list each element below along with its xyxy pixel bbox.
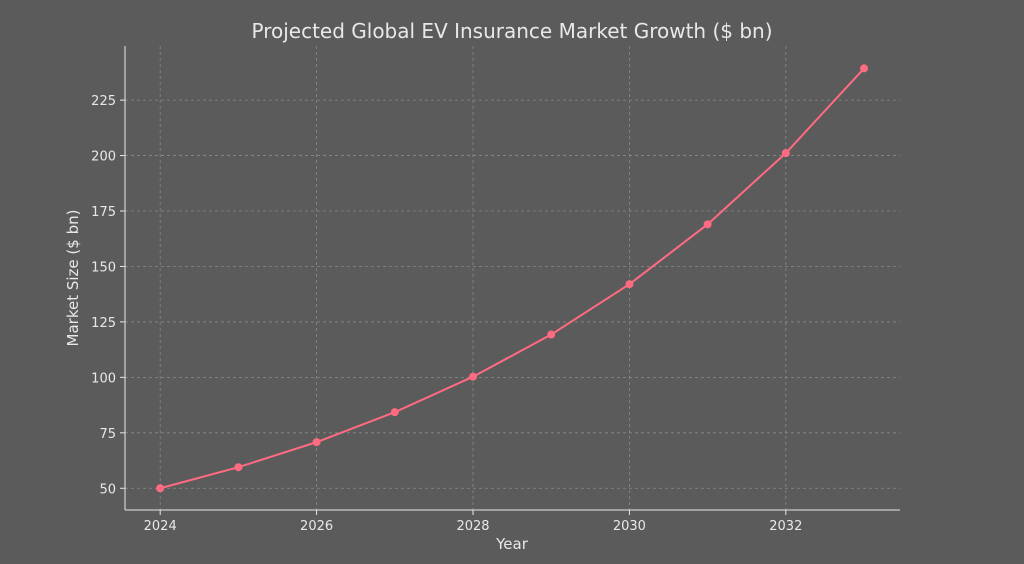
series-line <box>159 67 865 490</box>
y-tick-label: 200 <box>91 150 116 165</box>
data-point <box>156 484 165 493</box>
data-point <box>625 280 634 289</box>
y-axis-label: Market Size ($ bn) <box>64 210 82 347</box>
x-axis-label: Year <box>495 535 529 553</box>
data-point <box>547 330 556 339</box>
data-point <box>781 149 790 158</box>
y-tick-label: 100 <box>91 371 116 386</box>
x-tick-label: 2032 <box>769 519 802 534</box>
y-tick-label: 50 <box>99 482 116 497</box>
axes <box>120 46 900 515</box>
x-tick-label: 2026 <box>300 519 333 534</box>
data-point <box>234 463 243 472</box>
data-point <box>390 408 399 417</box>
y-tick-label: 150 <box>91 260 116 275</box>
data-point <box>312 438 321 447</box>
x-tick-label: 2030 <box>613 519 646 534</box>
y-tick-label: 225 <box>91 94 116 109</box>
y-tick-label: 175 <box>91 205 116 220</box>
data-point <box>469 372 478 381</box>
data-point <box>860 64 869 73</box>
tick-labels: 2024 2026 2028 2030 2032 50 75 100 125 150 175 200 2… <box>91 94 802 534</box>
x-tick-label: 2028 <box>456 519 489 534</box>
chart-title: Projected Global EV Insurance Market Gro… <box>251 19 772 43</box>
data-point <box>703 220 712 229</box>
y-tick-label: 125 <box>91 316 116 331</box>
x-tick-label: 2024 <box>144 519 177 534</box>
grid <box>125 46 900 510</box>
y-tick-label: 75 <box>99 427 116 442</box>
series-group <box>156 64 869 493</box>
